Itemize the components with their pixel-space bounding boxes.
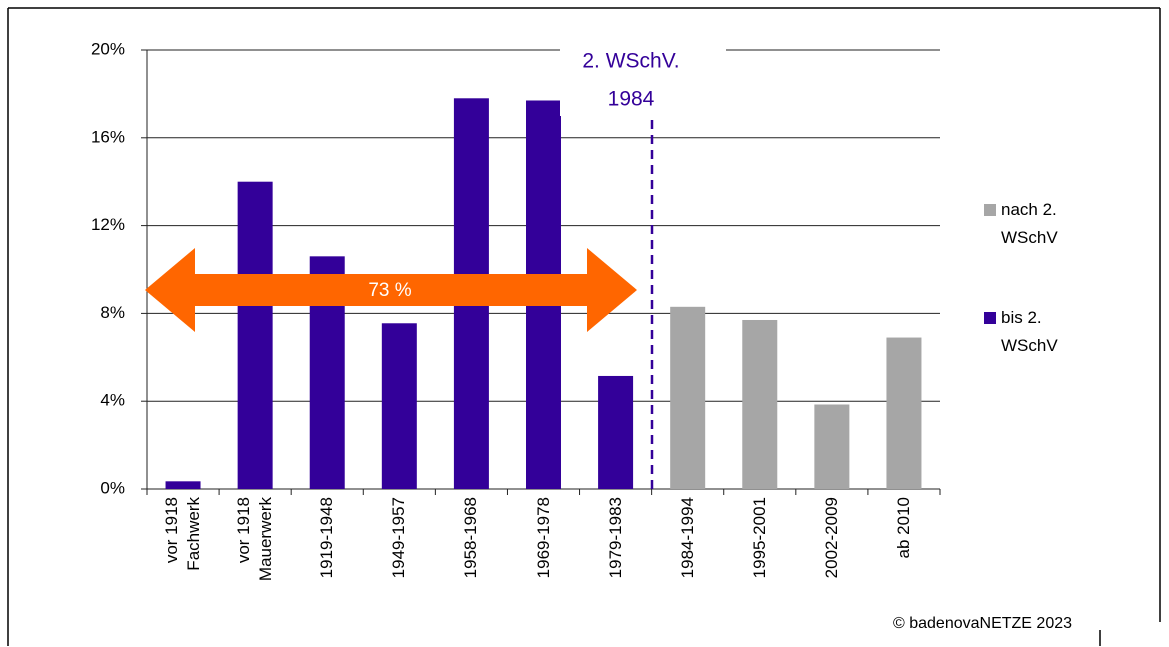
- legend-label: nach 2. WSchV: [1001, 200, 1058, 247]
- marker-label: 2. WSchV.: [582, 50, 679, 73]
- y-tick-label: 16%: [91, 127, 125, 146]
- y-tick-label: 20%: [91, 39, 125, 58]
- x-tick-label: 2002-2009: [821, 497, 841, 579]
- y-tick-label: 0%: [100, 478, 125, 497]
- copyright: © badenovaNETZE 2023: [893, 615, 1072, 632]
- bar: [381, 323, 417, 489]
- label-background: [560, 38, 726, 116]
- legend-swatch: [984, 312, 996, 324]
- bar: [742, 319, 778, 489]
- x-tick-label: ab 2010: [893, 497, 913, 559]
- bar: [165, 481, 201, 489]
- x-tick-label: 1949-1957: [389, 497, 409, 579]
- legend-label: bis 2. WSchV: [1001, 308, 1058, 355]
- bar: [886, 337, 922, 489]
- arrow-label: 73 %: [368, 280, 411, 301]
- bar: [814, 404, 850, 489]
- x-tick-label: 1984-1994: [677, 497, 697, 579]
- legend-swatch: [984, 204, 996, 216]
- x-tick-label: vor 1918 Mauerwerk: [234, 497, 276, 582]
- marker-label: 1984: [608, 88, 655, 111]
- bar: [670, 306, 706, 489]
- arrow: [145, 248, 637, 332]
- bar: [598, 375, 634, 489]
- x-tick-label: 1919-1948: [317, 497, 337, 579]
- y-tick-label: 8%: [100, 303, 125, 322]
- x-tick-label: vor 1918 Fachwerk: [162, 497, 204, 571]
- x-tick-label: 1958-1968: [461, 497, 481, 579]
- x-tick-label: 1969-1978: [533, 497, 553, 579]
- y-tick-label: 4%: [100, 391, 125, 410]
- y-tick-label: 12%: [91, 215, 125, 234]
- x-tick-label: 1995-2001: [749, 497, 769, 579]
- x-tick-label: 1979-1983: [605, 497, 625, 579]
- bar: [237, 181, 273, 489]
